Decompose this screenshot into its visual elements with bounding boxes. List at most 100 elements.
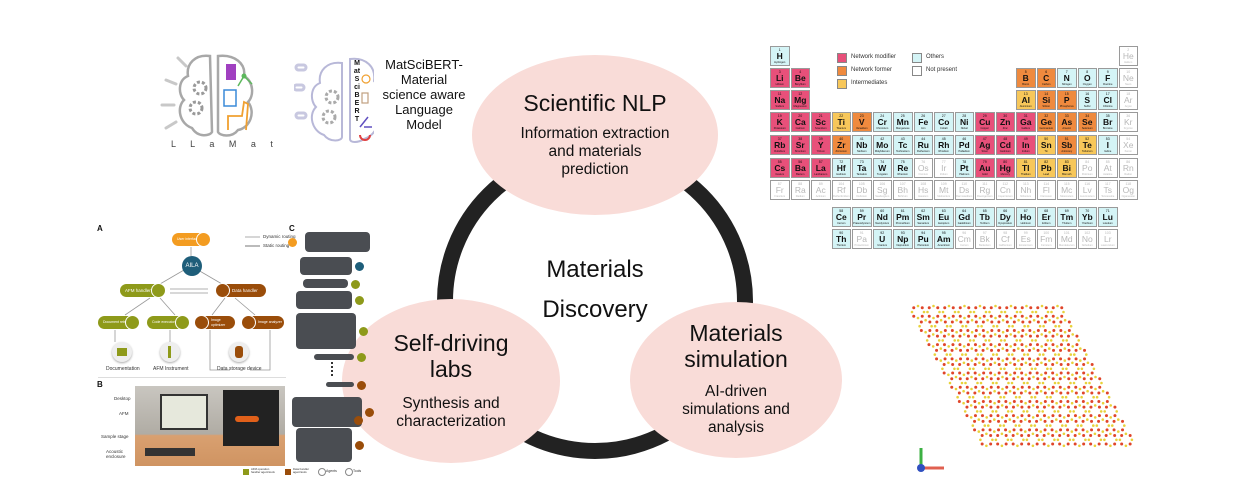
atom xyxy=(951,371,955,375)
atom xyxy=(1059,334,1063,338)
atom xyxy=(1089,405,1093,409)
atomic-number: 48 xyxy=(1003,137,1008,141)
element-name: Copper xyxy=(980,127,989,130)
element-name: Nickel xyxy=(960,127,968,130)
atom xyxy=(1042,414,1046,418)
afm-handler-node: AFM handler xyxy=(120,283,166,298)
element-name: Roentgenium xyxy=(977,195,993,198)
atom xyxy=(1013,371,1017,375)
atom xyxy=(962,389,965,393)
atom xyxy=(1042,405,1046,409)
element-tm: 69 Tm Thulium xyxy=(1057,207,1077,227)
element-he: 2 He Helium xyxy=(1118,46,1138,66)
atom xyxy=(985,416,988,419)
atom xyxy=(1059,363,1063,367)
atom xyxy=(1089,377,1093,381)
photo-label-afm: AFM xyxy=(119,411,129,416)
atom xyxy=(982,363,986,367)
chat-avatar xyxy=(354,416,363,425)
atom xyxy=(1002,395,1006,399)
atom xyxy=(1130,438,1134,442)
legend-data-swatch xyxy=(285,469,291,475)
atomic-number: 33 xyxy=(1064,114,1069,118)
atom xyxy=(1025,304,1028,308)
atom xyxy=(1074,419,1078,423)
robot-arm-icon xyxy=(194,315,209,330)
element-name: Iridium xyxy=(939,173,948,176)
atom xyxy=(1026,324,1030,328)
atom xyxy=(1012,377,1016,381)
element-o: 8 O Oxygen xyxy=(1077,68,1097,88)
data-handler-node: Data handler xyxy=(215,283,266,298)
atom xyxy=(1080,367,1084,371)
atom xyxy=(997,391,1001,395)
atom xyxy=(920,314,924,318)
atom xyxy=(965,414,969,418)
element-name: Praseodymium xyxy=(853,222,871,225)
atom xyxy=(1065,339,1068,342)
atom xyxy=(1113,405,1117,409)
element-symbol: Pm xyxy=(896,212,910,222)
atom xyxy=(1043,391,1047,395)
atom xyxy=(942,371,946,375)
atom xyxy=(1032,330,1036,334)
atom xyxy=(988,399,992,403)
element-symbol: Bh xyxy=(897,185,908,195)
atom xyxy=(1081,399,1085,403)
element-li: 3 Li Lithium xyxy=(770,68,790,88)
atom xyxy=(939,359,943,362)
atom xyxy=(963,304,966,308)
atom xyxy=(1081,428,1085,432)
element-sm: 62 Sm Samarium xyxy=(913,207,933,227)
element-name: Sodium xyxy=(775,105,785,108)
element-no: 102 No Nobelium xyxy=(1077,229,1097,249)
element-symbol: Fm xyxy=(1040,234,1053,244)
atom xyxy=(992,324,995,328)
element-as: 33 As Arsenic xyxy=(1057,112,1077,132)
atomic-number: 47 xyxy=(982,137,987,141)
atom xyxy=(1074,385,1078,389)
element-name: Bromine xyxy=(1102,127,1113,130)
atom xyxy=(1050,428,1054,432)
element-name: Osmium xyxy=(918,173,929,176)
atom xyxy=(1010,381,1014,385)
sim-title-1: Materials xyxy=(689,320,783,346)
atom xyxy=(1099,410,1103,413)
atom xyxy=(1117,430,1120,433)
folder-icon xyxy=(112,342,132,362)
atom xyxy=(1063,347,1067,350)
atom xyxy=(1012,357,1016,361)
atom xyxy=(1105,419,1109,423)
atom xyxy=(939,330,943,334)
chat-avatar xyxy=(351,279,360,289)
atom xyxy=(978,373,981,377)
element-si: 14 Si Silicon xyxy=(1036,90,1056,110)
atom xyxy=(1067,385,1071,389)
atom xyxy=(1020,414,1024,418)
element-be: 4 Be Beryllium xyxy=(790,68,810,88)
llamat-logo-text: L L a M a t xyxy=(171,139,279,149)
atom xyxy=(1014,395,1018,399)
element-name: Helium xyxy=(1124,61,1133,64)
atomic-number: 51 xyxy=(1064,137,1069,141)
atom xyxy=(1070,430,1074,433)
element-name: Bismuth xyxy=(1062,173,1072,176)
atom xyxy=(981,385,985,389)
atom xyxy=(1031,416,1035,419)
atom xyxy=(1120,442,1124,446)
chat-bubble xyxy=(296,313,356,349)
atom xyxy=(973,419,977,423)
atom xyxy=(1059,371,1063,375)
atom xyxy=(1103,438,1106,442)
element-pa: 91 Pa Protactinium xyxy=(852,229,872,249)
atom xyxy=(1028,428,1032,432)
atomic-number: 70 xyxy=(1085,209,1090,213)
element-po: 84 Po Polonium xyxy=(1077,158,1097,178)
element-symbol: Ar xyxy=(1124,95,1133,105)
element-symbol: Cd xyxy=(999,140,1011,150)
atom xyxy=(941,310,945,314)
element-name: Americium xyxy=(937,244,950,247)
element-name: Gadolinium xyxy=(957,222,971,225)
atom xyxy=(947,361,950,365)
element-name: Technetium xyxy=(896,150,910,153)
